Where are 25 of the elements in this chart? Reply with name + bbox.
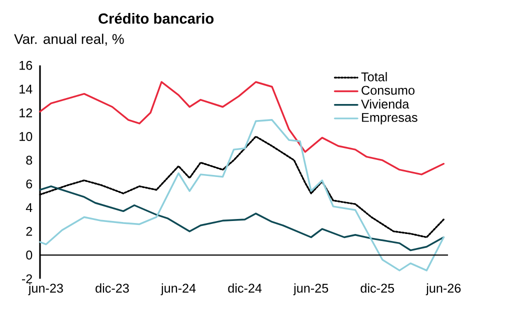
y-tick-label: 4 bbox=[26, 203, 32, 212]
x-tick-label: jun-26 bbox=[426, 283, 461, 296]
y-tick-label: 8 bbox=[26, 156, 32, 165]
y-tick-label: 14 bbox=[20, 84, 32, 94]
y-tick-label: -2 bbox=[22, 274, 32, 284]
y-tick-label: 12 bbox=[20, 108, 32, 118]
legend-label: Vivienda bbox=[361, 99, 410, 109]
y-tick-label: 0 bbox=[26, 250, 32, 260]
chart-title: Crédito bancario bbox=[98, 12, 214, 24]
legend-label: Total bbox=[361, 72, 387, 82]
y-axis-title: Var. anual real, % bbox=[14, 34, 124, 46]
x-tick-label: dic-24 bbox=[228, 283, 262, 293]
y-tick-label: 16 bbox=[20, 60, 32, 70]
y-tick-label: 2 bbox=[26, 226, 32, 236]
x-tick-label: jun-25 bbox=[293, 283, 328, 296]
x-tick-label: dic-23 bbox=[96, 283, 129, 293]
legend-label: Consumo bbox=[362, 86, 414, 95]
line-series bbox=[39, 185, 445, 252]
x-tick-label: jun-24 bbox=[160, 283, 196, 296]
y-tick-label: 6 bbox=[26, 179, 32, 188]
y-tick-label: 10 bbox=[20, 132, 32, 141]
x-tick-label: jun-23 bbox=[28, 283, 63, 296]
x-tick-label: dic-25 bbox=[360, 283, 394, 293]
line-series bbox=[39, 81, 445, 176]
legend-label: Empresas bbox=[362, 113, 418, 124]
